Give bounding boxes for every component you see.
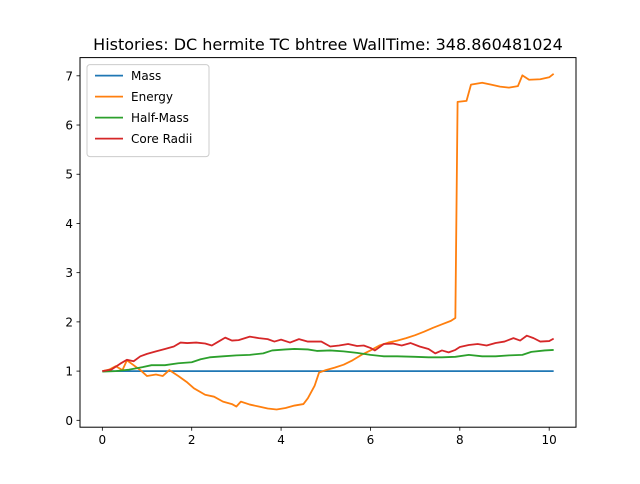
x-tick-label: 2: [188, 433, 196, 447]
series-layer: [102, 73, 555, 411]
y-tick-label: 2: [65, 315, 73, 329]
y-tick-label: 5: [65, 168, 73, 182]
legend-label: Energy: [131, 90, 173, 104]
axes-frame: [79, 57, 577, 428]
y-tick-label: 0: [65, 414, 73, 428]
y-axis: 0 1 2 3 4 5 6 7: [65, 69, 80, 428]
legend-box: [86, 64, 210, 158]
x-axis: 0 2 4 6 8 10: [99, 427, 557, 447]
y-tick-label: 7: [65, 69, 73, 83]
x-tick-label: 4: [277, 433, 285, 447]
y-tick-label: 1: [65, 365, 73, 379]
x-tick-label: 0: [99, 433, 107, 447]
legend-label: Half-Mass: [131, 111, 189, 125]
chart-title: Histories: DC hermite TC bhtree WallTime…: [93, 35, 563, 54]
series-line-core-radii: [102, 334, 555, 372]
y-tick-label: 3: [65, 266, 73, 280]
y-tick-label: 6: [65, 119, 73, 133]
legend-label: Mass: [131, 69, 161, 83]
x-tick-label: 10: [542, 433, 557, 447]
series-line-energy: [102, 73, 555, 411]
legend-label: Core Radii: [131, 132, 192, 146]
x-tick-label: 6: [367, 433, 375, 447]
series-line-half-mass: [102, 348, 554, 373]
legend: Mass Energy Half-Mass Core Radii: [86, 64, 210, 158]
y-tick-label: 4: [65, 217, 73, 231]
x-tick-label: 8: [456, 433, 464, 447]
